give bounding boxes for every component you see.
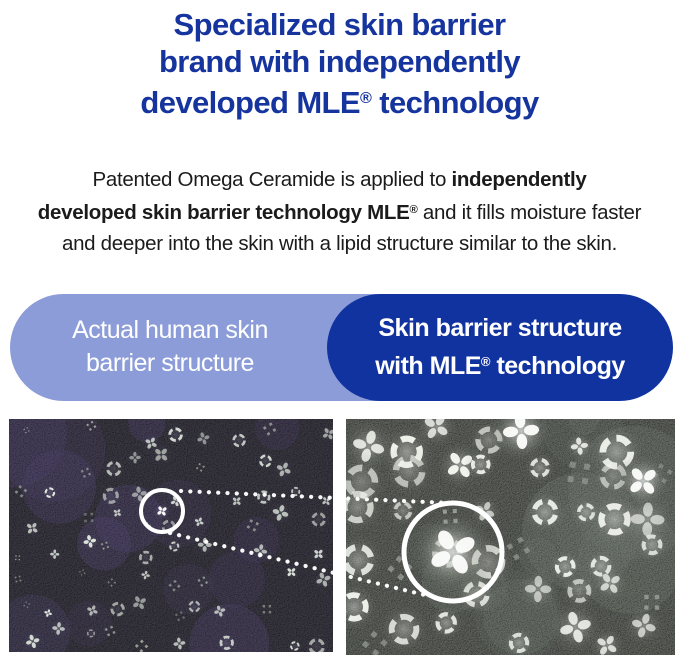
mle-pill-line-2: with MLE® technology <box>327 345 673 383</box>
human-pill-line-2: barrier structure <box>86 349 254 378</box>
human-skin-micrograph <box>9 418 333 652</box>
title-line-2: brand with independently <box>158 43 521 79</box>
comparison-labels: Skin barrier structure with MLE® technol… <box>10 293 673 401</box>
mle-pill-line-2-tail: technology <box>490 351 625 380</box>
page-title: Specialized skin barrier brand with inde… <box>0 0 679 121</box>
film-grain <box>346 418 675 655</box>
intro-paragraph: Patented Omega Ceramide is applied to in… <box>0 165 679 258</box>
title-line-3-text: developed MLE <box>140 84 360 120</box>
registered-mark-icon: ® <box>359 89 372 107</box>
intro-line-1: Patented Omega Ceramide is applied to in… <box>0 165 679 195</box>
title-line-3-tail: technology <box>371 84 539 120</box>
film-grain <box>9 418 333 652</box>
micrograph-comparison <box>0 418 679 655</box>
human-pill-line-1: Actual human skin <box>72 316 268 345</box>
intro-line-3: and deeper into the skin with a lipid st… <box>61 231 618 255</box>
title-line-1: Specialized skin barrier <box>173 7 507 42</box>
intro-line-1-bold: independently <box>451 168 587 192</box>
intro-line-2-normal: and it fills moisture faster <box>417 201 642 225</box>
mle-pill-line-2-text: with MLE <box>375 351 481 380</box>
mle-technology-pill: Skin barrier structure with MLE® technol… <box>327 293 673 401</box>
mle-micrograph <box>346 418 675 655</box>
registered-mark-icon: ® <box>409 204 418 217</box>
mle-pill-label: Skin barrier structure with MLE® technol… <box>327 312 673 383</box>
intro-line-2-bold: developed skin barrier technology MLE <box>37 201 410 225</box>
intro-line-1-normal: Patented Omega Ceramide is applied to <box>92 168 452 192</box>
intro-line-2: developed skin barrier technology MLE® a… <box>0 195 679 228</box>
mle-pill-line-1: Skin barrier structure <box>378 313 622 342</box>
human-skin-pill-label: Actual human skin barrier structure <box>10 294 330 401</box>
title-line-3: developed MLE® technology <box>0 80 679 121</box>
registered-mark-icon: ® <box>480 353 491 369</box>
